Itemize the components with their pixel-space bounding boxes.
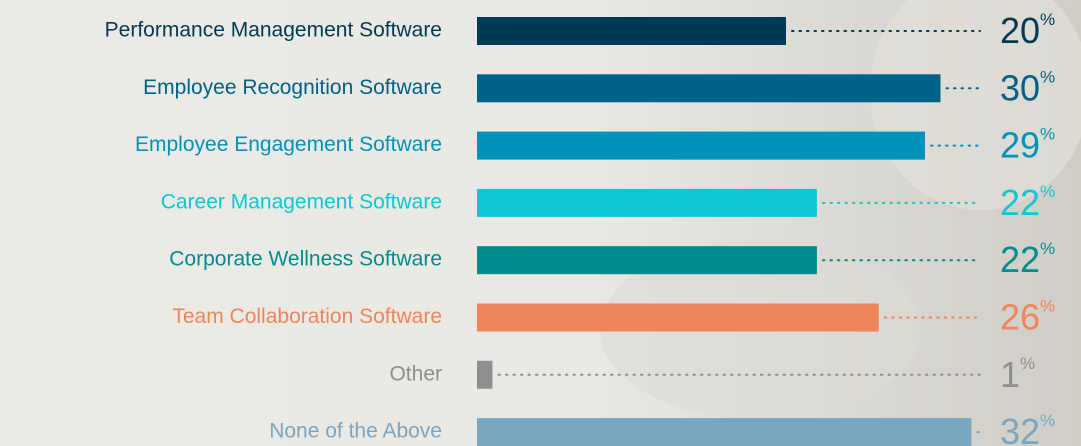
bar — [477, 361, 492, 389]
value-unit: % — [1040, 297, 1055, 316]
category-label: Employee Engagement Software — [135, 133, 442, 156]
value-number: 1 — [1000, 353, 1020, 394]
category-label: None of the Above — [269, 420, 442, 443]
category-label: Other — [389, 362, 442, 385]
bar — [477, 189, 817, 217]
value-unit: % — [1020, 354, 1035, 373]
category-label: Corporate Wellness Software — [169, 248, 442, 271]
value-number: 26 — [1000, 296, 1040, 337]
value-number: 29 — [1000, 124, 1040, 165]
category-label: Career Management Software — [161, 190, 442, 213]
category-label: Performance Management Software — [105, 19, 442, 42]
value-number: 22 — [1000, 181, 1040, 222]
bar — [477, 304, 879, 332]
category-label: Team Collaboration Software — [172, 305, 442, 328]
value-unit: % — [1040, 412, 1055, 431]
value-number: 22 — [1000, 239, 1040, 280]
value-unit: % — [1040, 240, 1055, 259]
value-number: 30 — [1000, 67, 1040, 108]
value-unit: % — [1040, 10, 1055, 29]
bar — [477, 132, 925, 160]
value-unit: % — [1040, 125, 1055, 144]
bar — [477, 418, 971, 446]
category-label: Employee Recognition Software — [143, 76, 442, 99]
value-number: 32 — [1000, 411, 1040, 446]
bar — [477, 74, 941, 102]
value-unit: % — [1040, 182, 1055, 201]
page: Performance Management Software 20% Employ… — [0, 0, 1081, 446]
bar — [477, 17, 786, 45]
bar — [477, 246, 817, 274]
value-unit: % — [1040, 68, 1055, 87]
chart: Performance Management Software 20% Employ… — [0, 0, 1081, 446]
value-number: 20 — [1000, 10, 1040, 51]
